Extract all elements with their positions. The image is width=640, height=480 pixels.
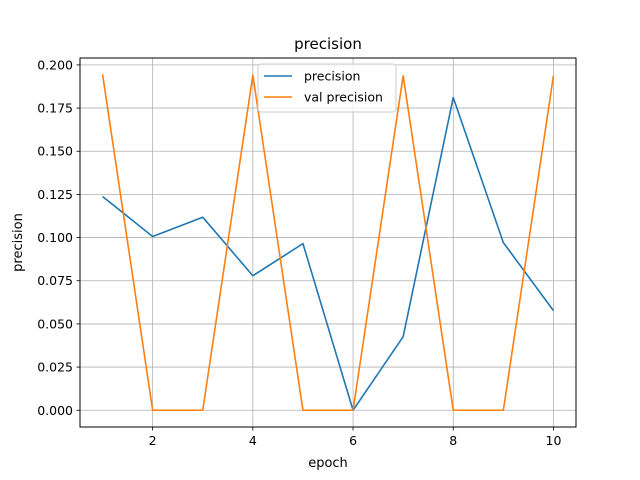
x-tick-label: 10	[546, 433, 562, 448]
y-tick-label: 0.050	[37, 316, 73, 331]
x-tick-label: 6	[349, 433, 357, 448]
legend-label-val-precision: val precision	[304, 90, 383, 105]
x-tick-label: 4	[249, 433, 257, 448]
y-tick-label: 0.150	[37, 144, 73, 159]
series-line-val-precision	[101, 74, 555, 412]
chart-title: precision	[294, 35, 362, 53]
series-lines	[101, 74, 555, 412]
y-tick-label: 0.000	[37, 403, 73, 418]
y-tick-label: 0.100	[37, 230, 73, 245]
legend-label-precision: precision	[304, 69, 360, 84]
x-axis-label: epoch	[308, 456, 348, 471]
y-tick-label: 0.175	[37, 101, 73, 116]
legend: precision val precision	[257, 63, 397, 113]
x-axis-ticks: 2 4 6 8 10	[149, 427, 562, 448]
x-tick-label: 8	[449, 433, 457, 448]
legend-frame	[257, 63, 397, 113]
plot-area-background	[80, 58, 576, 427]
y-tick-label: 0.075	[37, 273, 73, 288]
y-tick-label: 0.025	[37, 360, 73, 375]
x-tick-label: 2	[149, 433, 157, 448]
y-tick-label: 0.125	[37, 187, 73, 202]
y-axis-label: precision	[11, 213, 26, 272]
y-tick-label: 0.200	[37, 57, 73, 72]
plot-frame	[79, 57, 577, 428]
series-line-precision	[102, 96, 555, 412]
y-axis-ticks: 0.000 0.025 0.050 0.075 0.100 0.125 0.150 0.175…	[37, 57, 80, 418]
